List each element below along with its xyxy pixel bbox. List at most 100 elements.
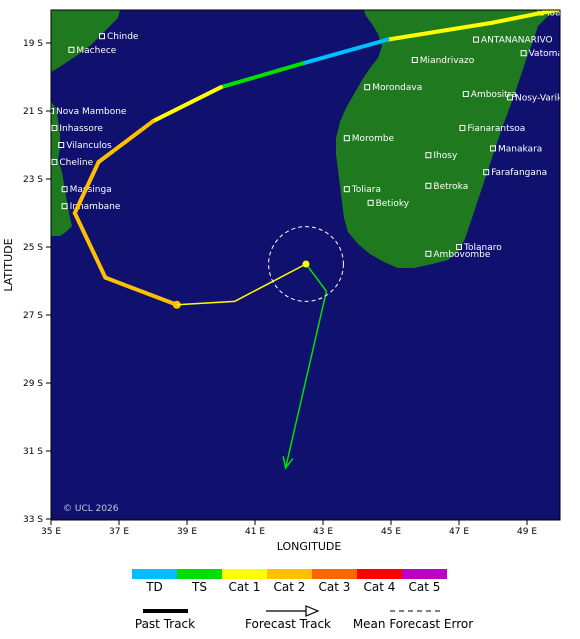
place-markers: Chinde Machece Nova Mambone Inhassore Vilanc… [48, 8, 580, 260]
past-track-segment [72, 160, 101, 215]
place-marker: Vilanculos [58, 141, 112, 151]
place-label: Toliara [351, 185, 381, 195]
place-marker: Morombe [343, 134, 395, 144]
place-marker: Betioky [367, 199, 410, 209]
place-label: Ambovombe [433, 250, 490, 260]
x-axis-ticks: 35 E 37 E 39 E 41 E 43 E 45 E 47 E 49 E [41, 520, 537, 537]
town-square-icon [364, 84, 371, 91]
legend-color-swatch [402, 569, 447, 579]
forecast-track-segment [305, 263, 327, 292]
place-marker: Fianarantsoa [459, 124, 525, 134]
map-panel: Chinde Machece Nova Mambone Inhassore Vilanc… [48, 8, 580, 521]
town-square-icon [425, 182, 432, 189]
town-square-icon [473, 36, 479, 43]
y-axis-ticks: 19 S 21 S 23 S 25 S 27 S 29 S 31 S 33 S [23, 39, 51, 525]
town-square-icon [99, 33, 105, 40]
town-square-icon [61, 186, 68, 193]
place-label: Vatomandry [529, 49, 580, 59]
past-track-segment [219, 61, 305, 90]
forecast-arrowhead-icon [305, 605, 320, 617]
town-square-icon [490, 145, 496, 152]
town-square-icon [343, 135, 350, 142]
place-label: Massinga [70, 185, 112, 195]
town-square-icon [462, 91, 469, 97]
place-marker: Nova Mambone [48, 107, 127, 117]
x-tick-label: 39 E [177, 527, 197, 537]
past-track-segment [151, 85, 223, 124]
place-marker: Cheline [51, 158, 94, 168]
forecast-track-label: Forecast Track [245, 617, 331, 631]
y-tick-label: 25 S [23, 243, 43, 253]
past-track-segment [300, 37, 390, 66]
legend-color-swatch [357, 569, 402, 579]
place-marker: Inhambane [61, 202, 121, 212]
x-tick-label: 43 E [313, 527, 333, 537]
place-label: Betioky [376, 199, 410, 209]
town-square-icon [411, 57, 418, 63]
place-label: Tolanaro [463, 243, 502, 253]
place-label: Manakara [498, 144, 542, 154]
place-marker: Ambositra [462, 90, 517, 100]
legend-category-label: Cat 2 [274, 580, 306, 594]
place-marker: Farafangana [483, 168, 547, 178]
place-label: Morombe [352, 134, 395, 144]
town-square-icon [425, 152, 432, 159]
legend-category-label: TS [191, 580, 207, 594]
past-track-segment [103, 275, 179, 307]
place-marker: Manakara [490, 144, 542, 154]
place-label: Machece [76, 46, 116, 56]
place-marker: Inhassore [51, 124, 103, 134]
place-marker: Betroka [425, 182, 468, 192]
place-label: Toamasina [545, 8, 580, 18]
place-marker: Miandrivazo [411, 56, 475, 66]
x-tick-label: 49 E [517, 527, 537, 537]
forecast-track-segment [176, 300, 235, 306]
town-square-icon [483, 169, 490, 176]
place-marker: Morondava [364, 83, 422, 93]
town-square-icon [61, 203, 68, 210]
place-label: Chinde [107, 32, 139, 42]
legend-category-label: Cat 5 [409, 580, 441, 594]
town-square-icon [456, 244, 462, 250]
place-label: Inhambane [70, 202, 121, 212]
forecast-arrowhead-icon [282, 456, 294, 470]
place-label: Morondava [372, 83, 422, 93]
place-label: Betroka [433, 182, 468, 192]
legend-color-swatch [267, 569, 312, 579]
place-label: Vilanculos [66, 141, 112, 151]
mean-forecast-error-circle [268, 226, 344, 302]
town-square-icon [459, 125, 466, 131]
legend-category-label: Cat 4 [364, 580, 396, 594]
forecast-track-segment [234, 263, 307, 303]
legend-category-label: Cat 3 [319, 580, 351, 594]
copyright-text: © UCL 2026 [63, 504, 119, 514]
place-marker: Chinde [99, 32, 139, 42]
y-tick-label: 33 S [23, 515, 43, 525]
place-label: Cheline [59, 158, 93, 168]
town-square-icon [68, 46, 75, 53]
place-label: Fianarantsoa [467, 124, 525, 134]
past-track-label: Past Track [135, 617, 195, 631]
town-square-icon [367, 199, 374, 206]
place-marker: Toliara [343, 185, 381, 195]
town-square-icon [51, 125, 58, 131]
past-track-segment [385, 20, 495, 42]
place-label: ANTANANARIVO [481, 36, 553, 46]
y-tick-label: 27 S [23, 311, 43, 321]
town-square-icon [425, 250, 432, 257]
town-square-icon [58, 142, 65, 148]
track-type-legend: Past Track Forecast Track Mean Forecast … [135, 605, 473, 631]
forecast-point-marker [302, 260, 310, 268]
y-tick-label: 23 S [23, 175, 43, 185]
town-square-icon [343, 186, 350, 193]
category-legend: TD TS Cat 1 Cat 2 Cat 3 Cat 4 Cat 5 [132, 569, 447, 594]
past-track-segment [491, 10, 560, 25]
x-tick-label: 47 E [449, 527, 469, 537]
mozambique-land-north [51, 10, 120, 72]
landmasses [51, 10, 560, 268]
madagascar-land [336, 10, 560, 268]
legend-color-swatch [222, 569, 267, 579]
place-marker: ANTANANARIVO [473, 36, 553, 46]
place-label: Nova Mambone [56, 107, 127, 117]
place-marker: Tolanaro [456, 243, 502, 253]
